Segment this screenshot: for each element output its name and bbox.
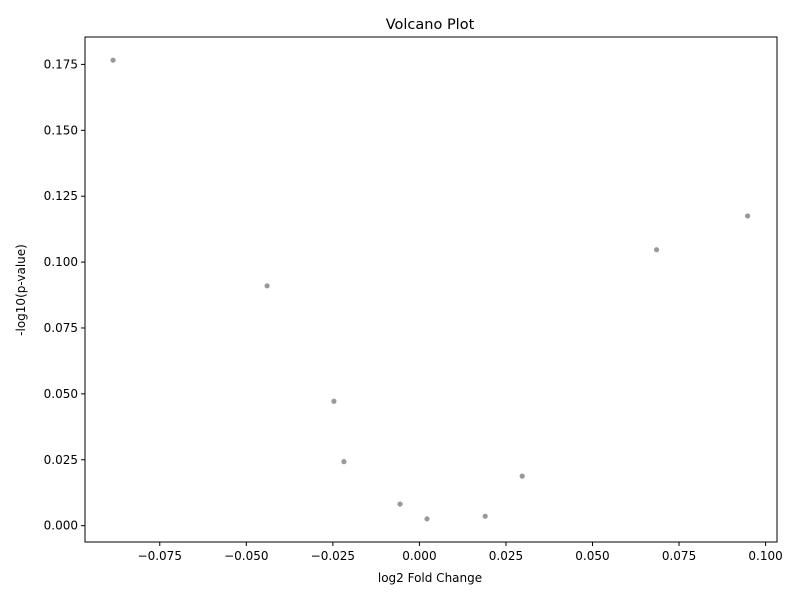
x-tick-label: 0.100 [748,549,782,563]
axes-frame [84,36,778,543]
data-point [519,473,525,479]
x-tick-label: −0.050 [224,549,268,563]
data-point [110,57,116,63]
data-point [424,516,430,522]
x-axis: −0.075 −0.050 −0.025 0.000 0.025 0.050 0.075 0.… [138,542,783,563]
plot-area [110,57,751,522]
y-tick-label: 0.025 [44,453,78,467]
y-tick-label: 0.175 [44,57,78,71]
y-tick-label: 0.125 [44,189,78,203]
y-axis-label: -log10(p-value) [14,244,28,336]
data-point [482,513,488,519]
x-tick-label: 0.075 [662,549,696,563]
data-point [653,247,660,253]
x-tick-label: −0.075 [138,549,182,563]
data-point [397,501,403,507]
x-axis-label: log2 Fold Change [378,571,482,585]
x-tick-label: 0.050 [575,549,609,563]
x-tick-label: 0.000 [402,549,436,563]
data-point [264,283,270,289]
y-tick-label: 0.150 [44,123,78,137]
y-tick-label: 0.100 [44,255,78,269]
data-point [331,398,337,404]
y-tick-label: 0.050 [44,387,78,401]
y-axis: 0.000 0.025 0.050 0.075 0.100 0.125 0.150 0.175 [44,57,85,533]
x-tick-label: −0.025 [311,549,355,563]
data-point [341,459,347,465]
chart-title: Volcano Plot [386,17,475,33]
data-point [744,213,751,219]
y-tick-label: 0.000 [44,519,78,533]
x-tick-label: 0.025 [489,549,523,563]
y-tick-label: 0.075 [44,321,78,335]
